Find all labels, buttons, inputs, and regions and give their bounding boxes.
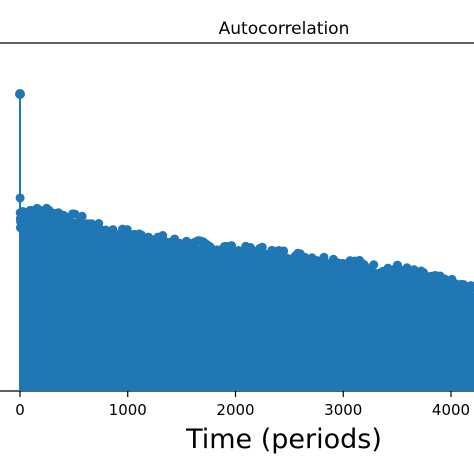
stem-marker [158,231,168,241]
stem-marker [468,283,474,293]
stem-marker [369,260,379,270]
x-tick-label: 0 [15,401,25,419]
x-axis-ticks: 0 1000 2000 3000 4000 [15,391,470,419]
x-tick-label: 3000 [324,401,362,419]
stem-marker [65,217,75,227]
stem-marker [70,209,80,219]
x-axis-label: Time (periods) [185,424,382,455]
stem-series [15,89,474,391]
stem-marker [181,236,191,246]
lag0-marker [15,89,25,99]
stem-marker [253,250,263,260]
x-tick-label: 2000 [216,401,254,419]
stem-marker [227,241,237,251]
stem-marker [30,211,40,221]
stem-marker [77,211,87,221]
chart-title: Autocorrelation [219,19,350,39]
x-tick-label: 1000 [109,401,147,419]
stem-marker [279,246,289,256]
x-tick-label: 4000 [432,401,470,419]
stem-area [20,197,474,391]
stem-marker [319,252,329,262]
